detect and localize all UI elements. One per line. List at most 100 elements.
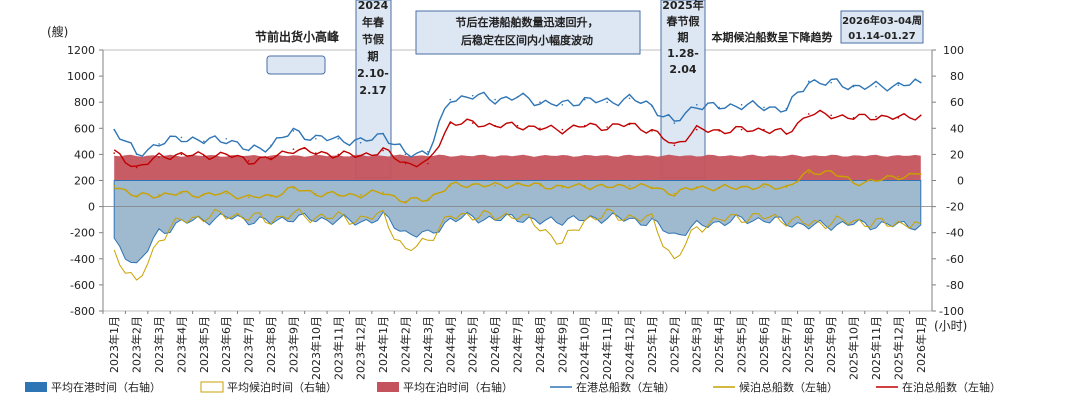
- series-waiting-ships-point: [785, 186, 788, 188]
- x-axis-label: 2023年9月: [286, 316, 300, 373]
- left-axis-tick-label: -400: [70, 253, 95, 266]
- x-axis-label: 2024年5月: [466, 316, 480, 373]
- series-berthed-ships-point: [606, 126, 608, 128]
- annotation-waiting-decline: 本期候泊船数呈下降趋势: [712, 30, 833, 44]
- series-berthed-ships-point: [427, 162, 429, 165]
- series-waiting-ships-point: [695, 186, 698, 188]
- annotation-2024-spring-festival: 2024: [358, 0, 389, 12]
- series-in-port-ships-point: [135, 153, 138, 156]
- series-waiting-ships-point: [875, 179, 877, 182]
- x-axis-label: 2025年12月: [891, 316, 905, 380]
- annotation-box-post-holiday: [415, 10, 641, 55]
- series-berthed-ships-point: [695, 128, 698, 131]
- series-in-port-ships-point: [763, 106, 765, 109]
- annotation-box-current-period: [840, 10, 924, 44]
- annotation-2024-spring-festival: 节假: [362, 32, 385, 46]
- series-in-port-ships-point: [315, 137, 317, 140]
- x-axis-label: 2023年3月: [152, 316, 166, 373]
- series-waiting-ships-point: [852, 182, 855, 184]
- series-waiting-ships-point: [919, 173, 922, 175]
- series-berthed-ships-point: [763, 128, 765, 131]
- series-waiting-ships-point: [113, 184, 116, 187]
- series-in-port-ships-point: [830, 81, 832, 84]
- x-axis-label: 2025年7月: [779, 316, 793, 373]
- series-avg-port-time-area: [113, 180, 922, 264]
- series-in-port-ships-point: [785, 107, 788, 110]
- series-waiting-ships-point: [225, 192, 228, 195]
- left-axis-unit: (艘): [47, 24, 68, 39]
- series-berthed-ships-point: [740, 128, 743, 131]
- series-waiting-ships-point: [247, 196, 250, 199]
- x-axis-label: 2025年9月: [824, 316, 838, 373]
- series-berthed-ships-point: [158, 156, 160, 158]
- legend-label: 在泊总船数（左轴）: [902, 380, 1001, 394]
- right-axis-tick-label: 60: [950, 96, 964, 109]
- series-berthed-ships-point: [875, 115, 877, 118]
- x-axis-label: 2023年7月: [242, 316, 256, 373]
- left-axis-tick-label: 600: [74, 122, 95, 135]
- series-berthed-ships-point: [315, 152, 317, 154]
- series-waiting-ships-point: [539, 184, 541, 187]
- series-in-port-ships-point: [875, 85, 877, 88]
- annotation-post-holiday-rebound: 后稳定在区间内小幅度波动: [461, 33, 593, 47]
- right-axis-tick-label: -40: [946, 227, 964, 240]
- series-in-port-ships-point: [919, 81, 922, 84]
- series-berthed-ships-point: [359, 154, 362, 157]
- x-axis-label: 2025年4月: [712, 316, 726, 373]
- series-in-port-ships-point: [651, 105, 653, 107]
- series-berthed-ships-point: [449, 122, 452, 124]
- series-in-port-ships-point: [897, 84, 900, 87]
- x-axis-label: 2023年6月: [219, 316, 233, 373]
- series-berthed-ships-point: [292, 148, 295, 150]
- series-in-port-ships-point: [561, 104, 564, 106]
- annotation-box-pre-holiday: [266, 55, 326, 75]
- annotation-2025-spring-festival: 2.04: [669, 63, 696, 76]
- series-in-port-ships-point: [673, 122, 676, 124]
- annotation-pre-holiday-peak: 节前出货小高峰: [255, 29, 340, 44]
- legend-label: 候泊总船数（左轴）: [739, 380, 838, 394]
- left-axis-tick-label: 400: [74, 148, 95, 161]
- legend-swatch: [377, 382, 399, 392]
- annotation-2024-spring-festival: 2.17: [359, 84, 386, 97]
- right-axis-unit: (小时): [934, 319, 967, 333]
- legend-label: 在港总船数（左轴）: [576, 380, 675, 394]
- x-axis-label: 2023年5月: [197, 316, 211, 373]
- x-axis-label: 2025年11月: [869, 316, 883, 380]
- series-in-port-ships-point: [404, 153, 407, 156]
- series-berthed-ships-point: [852, 117, 855, 119]
- series-waiting-ships-point: [651, 186, 653, 188]
- series-berthed-ships-point: [225, 153, 228, 156]
- series-berthed-ships-point: [807, 113, 810, 115]
- series-waiting-ships-point: [516, 183, 519, 186]
- x-axis-label: 2024年9月: [555, 316, 569, 373]
- series-waiting-ships-point: [203, 194, 205, 196]
- series-in-port-ships-point: [807, 80, 810, 83]
- left-axis-tick-label: 1000: [67, 70, 95, 83]
- annotation-2024-spring-festival: 2.10-: [357, 67, 389, 80]
- series-in-port-ships-point: [695, 104, 698, 106]
- series-berthed-ships-point: [785, 132, 788, 135]
- series-in-port-ships-point: [337, 137, 340, 140]
- series-in-port-ships-point: [606, 101, 608, 103]
- series-berthed-ships-point: [404, 162, 407, 165]
- x-axis-label: 2025年1月: [645, 316, 659, 373]
- left-axis-tick-label: -200: [70, 227, 95, 240]
- x-axis-label: 2024年7月: [511, 316, 525, 373]
- x-axis-label: 2023年1月: [107, 316, 121, 373]
- x-axis-label: 2025年2月: [667, 316, 681, 373]
- series-in-port-ships-point: [471, 94, 474, 97]
- series-waiting-ships-line: [114, 168, 921, 204]
- series-in-port-ships-point: [292, 130, 295, 132]
- series-in-port-ships-point: [852, 85, 855, 88]
- series-waiting-ships-point: [449, 184, 452, 187]
- series-waiting-ships-point: [763, 186, 765, 188]
- series-in-port-ships-point: [740, 104, 743, 106]
- series-waiting-ships-point: [135, 195, 138, 197]
- annotation-post-holiday-rebound: 节后在港船舶数量迅速回升，: [456, 15, 599, 29]
- series-berthed-ships-point: [270, 157, 272, 160]
- series-waiting-ships-point: [673, 192, 676, 195]
- series-berthed-ships-point: [561, 128, 564, 131]
- x-axis-label: 2024年6月: [488, 316, 502, 373]
- series-waiting-ships-point: [427, 197, 429, 200]
